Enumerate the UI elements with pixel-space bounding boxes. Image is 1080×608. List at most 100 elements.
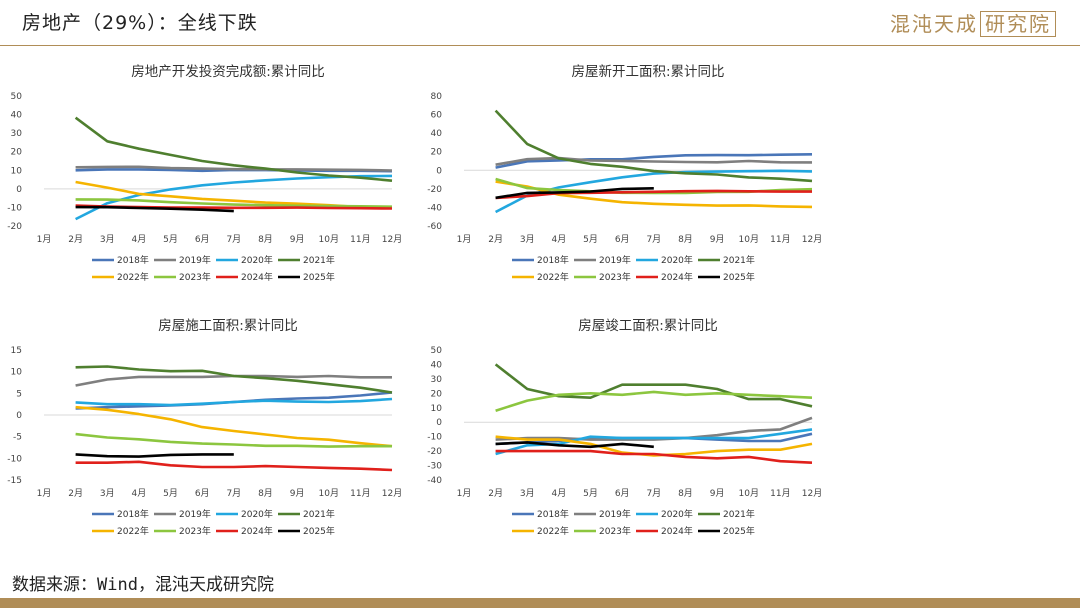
legend-label: 2025年	[723, 525, 755, 537]
x-tick-label: 5月	[163, 234, 178, 245]
x-tick-label: 11月	[770, 488, 790, 499]
series-line	[75, 174, 393, 221]
series-line	[495, 187, 654, 200]
series-line	[495, 416, 813, 441]
chart-new-starts: 房屋新开工面积:累计同比 80 60 40 20 0 -20 -40 -60 1月 2月 3月 4月 5月…	[427, 64, 822, 283]
x-tick-label: 12月	[382, 488, 402, 499]
y-tick-label: -20	[427, 447, 442, 457]
y-tick-label: 20	[11, 148, 23, 158]
x-tick-label: 1月	[457, 488, 472, 499]
x-tick-label: 7月	[646, 488, 661, 499]
y-tick-label: -60	[427, 222, 442, 232]
x-tick-label: 11月	[350, 234, 370, 245]
x-tick-label: 12月	[802, 488, 822, 499]
legend-label: 2024年	[241, 271, 273, 283]
legend-label: 2023年	[179, 525, 211, 537]
series-line	[75, 165, 393, 172]
y-tick-label: 50	[11, 92, 23, 102]
y-tick-label: 5	[16, 389, 22, 399]
chart-title: 房屋施工面积:累计同比	[158, 318, 298, 334]
x-tick-label: 3月	[100, 488, 115, 499]
x-tick-label: 10月	[319, 488, 339, 499]
series-line	[495, 156, 813, 166]
x-tick-label: 9月	[290, 234, 305, 245]
logo-text: 混沌天成	[890, 12, 978, 36]
chart-investment: 房地产开发投资完成额:累计同比 50 40 30 20 10 0 -10 -20 1月 2月 3月 4月…	[7, 64, 402, 283]
series-line	[74, 116, 393, 182]
x-tick-label: 10月	[319, 234, 339, 245]
x-tick-label: 1月	[37, 488, 52, 499]
series-line	[495, 449, 813, 464]
x-tick-label: 3月	[520, 488, 535, 499]
legend-label: 2023年	[599, 271, 631, 283]
x-tick-label: 11月	[770, 234, 790, 245]
x-tick-label: 9月	[710, 234, 725, 245]
x-tick-label: 2月	[68, 234, 83, 245]
y-tick-label: -40	[427, 476, 442, 486]
series-line	[494, 363, 813, 408]
x-tick-label: 4月	[132, 488, 147, 499]
legend-label: 2022年	[537, 271, 569, 283]
series-line	[75, 453, 234, 458]
x-tick-label: 11月	[350, 488, 370, 499]
x-tick-label: 4月	[132, 234, 147, 245]
x-tick-label: 12月	[382, 234, 402, 245]
legend-label: 2019年	[179, 508, 211, 520]
y-tick-label: 20	[431, 389, 443, 399]
x-tick-label: 8月	[258, 234, 273, 245]
legend-label: 2018年	[117, 254, 149, 266]
y-tick-label: 50	[431, 346, 443, 356]
x-tick-label: 10月	[739, 234, 759, 245]
legend-label: 2025年	[723, 271, 755, 283]
legend-label: 2023年	[599, 525, 631, 537]
y-tick-label: 10	[11, 166, 23, 176]
chart-title: 房地产开发投资完成额:累计同比	[131, 64, 325, 80]
x-tick-label: 9月	[710, 488, 725, 499]
bottom-bar	[0, 598, 1080, 608]
legend-label: 2023年	[179, 271, 211, 283]
legend-label: 2020年	[661, 508, 693, 520]
y-tick-label: -15	[7, 476, 22, 486]
legend-label: 2020年	[241, 508, 273, 520]
x-tick-label: 6月	[615, 488, 630, 499]
brand-logo: 混沌天成 研究院	[890, 8, 1056, 37]
y-tick-label: 30	[431, 375, 443, 385]
series-line	[495, 189, 812, 200]
x-tick-label: 1月	[37, 234, 52, 245]
y-tick-label: 0	[16, 185, 22, 195]
y-tick-label: -10	[7, 454, 22, 464]
x-tick-label: 9月	[290, 488, 305, 499]
x-tick-label: 8月	[678, 488, 693, 499]
x-tick-label: 8月	[258, 488, 273, 499]
x-tick-label: 7月	[226, 234, 241, 245]
series-line	[75, 198, 393, 208]
legend-label: 2022年	[117, 525, 149, 537]
y-tick-label: 40	[11, 111, 23, 121]
legend-label: 2022年	[537, 525, 569, 537]
legend-label: 2018年	[537, 254, 569, 266]
x-tick-label: 7月	[226, 488, 241, 499]
x-tick-label: 12月	[802, 234, 822, 245]
x-tick-label: 6月	[195, 488, 210, 499]
legend-label: 2024年	[661, 271, 693, 283]
series-line	[495, 441, 654, 449]
series-line	[75, 405, 393, 448]
logo-box-text: 研究院	[980, 11, 1056, 37]
x-tick-label: 1月	[457, 234, 472, 245]
x-tick-label: 5月	[583, 234, 598, 245]
y-tick-label: -20	[7, 222, 22, 232]
y-tick-label: 20	[431, 148, 443, 158]
series-line	[75, 397, 393, 407]
y-tick-label: -30	[427, 462, 442, 472]
x-tick-label: 10月	[739, 488, 759, 499]
y-tick-label: 0	[436, 166, 442, 176]
y-tick-label: 40	[431, 360, 443, 370]
y-tick-label: 60	[431, 111, 443, 121]
legend-label: 2018年	[117, 508, 149, 520]
legend-label: 2021年	[303, 508, 335, 520]
series-line	[75, 205, 234, 213]
x-tick-label: 3月	[100, 234, 115, 245]
legend-label: 2021年	[723, 508, 755, 520]
legend-label: 2025年	[303, 525, 335, 537]
x-tick-label: 6月	[615, 234, 630, 245]
